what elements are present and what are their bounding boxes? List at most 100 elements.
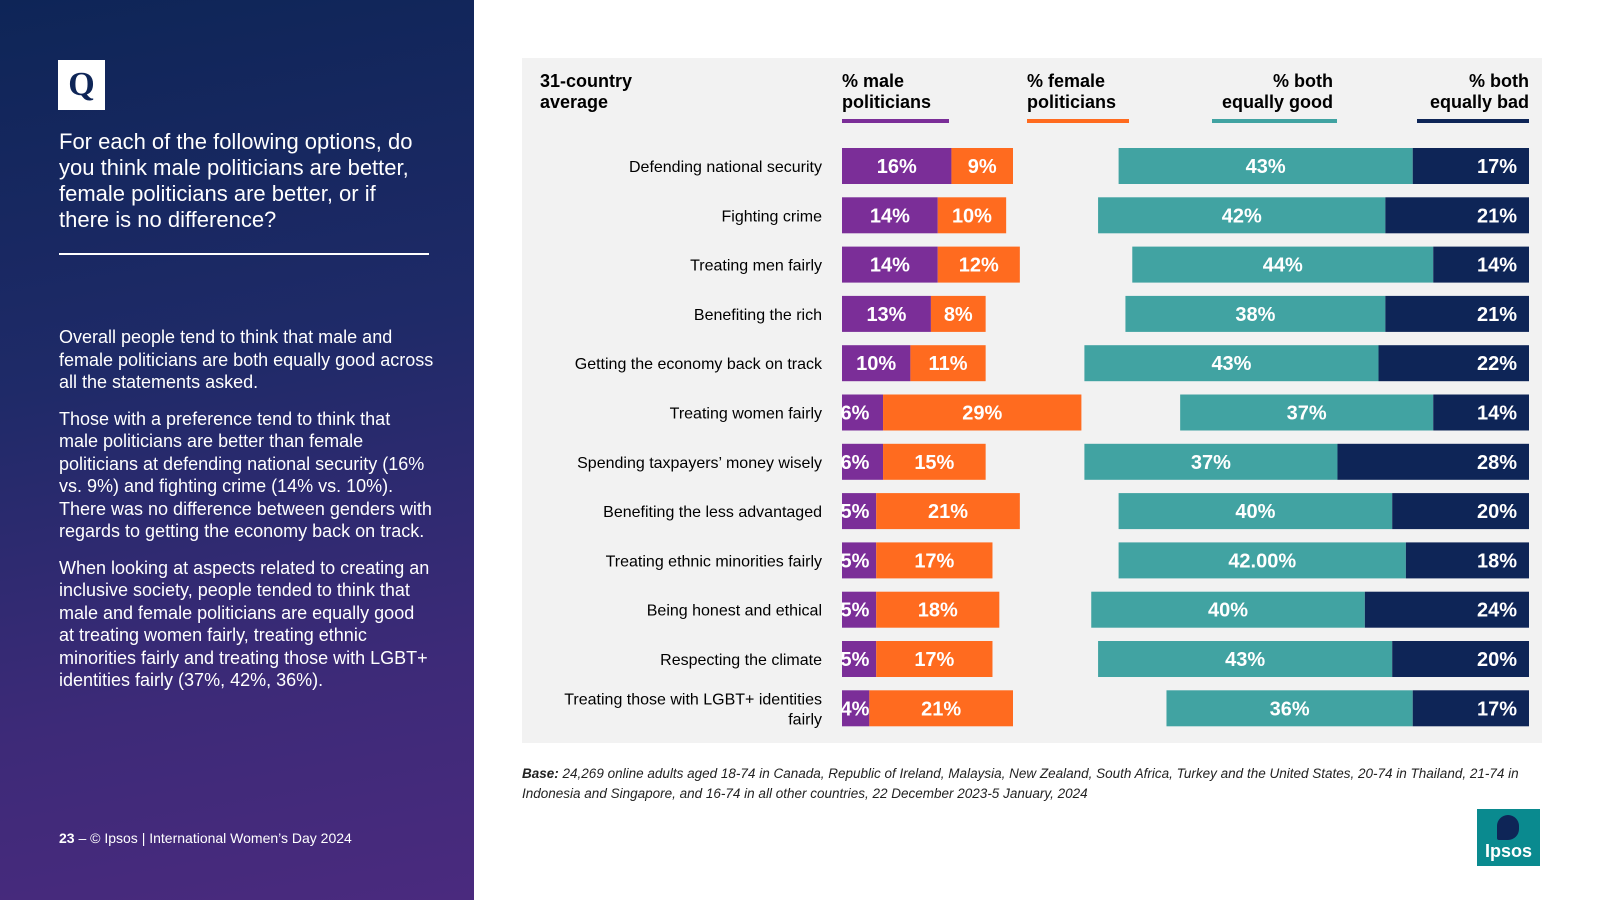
legend-label: politicians xyxy=(842,92,931,112)
logo-mark-icon xyxy=(1497,815,1519,840)
summary: Overall people tend to think that male a… xyxy=(59,326,434,706)
legend-swatch xyxy=(1417,119,1529,123)
bar-equally-bad xyxy=(1392,493,1529,530)
bar-equally-good xyxy=(1098,197,1386,234)
category-label: Spending taxpayers’ money wisely xyxy=(577,455,822,472)
data-label: 5% xyxy=(841,600,870,622)
data-label: 28% xyxy=(1477,452,1517,474)
legend-label: equally bad xyxy=(1430,92,1529,112)
bar-female xyxy=(876,493,1020,530)
category-label: Treating women fairly xyxy=(670,406,822,423)
bar-equally-good xyxy=(1132,246,1434,283)
bar-equally-bad xyxy=(1412,690,1529,727)
bar-female xyxy=(876,542,993,579)
divider xyxy=(59,253,429,255)
data-label: 22% xyxy=(1477,353,1517,375)
data-label: 43% xyxy=(1246,156,1286,178)
data-label: 29% xyxy=(962,403,1002,425)
data-label: 8% xyxy=(944,304,973,326)
chart-title: 31-country xyxy=(540,71,632,91)
bar-female xyxy=(883,443,986,480)
category-label: Treating those with LGBT+ identities xyxy=(564,691,822,708)
bar-equally-good xyxy=(1091,591,1365,628)
data-label: 43% xyxy=(1225,649,1265,671)
bar-male xyxy=(842,542,877,579)
data-label: 40% xyxy=(1208,600,1248,622)
bar-equally-bad xyxy=(1337,443,1529,480)
bar-female xyxy=(883,394,1082,431)
data-label: 18% xyxy=(1477,550,1517,572)
bar-female xyxy=(937,197,1007,234)
legend-label: % both xyxy=(1469,71,1529,91)
bar-equally-good xyxy=(1084,443,1338,480)
footer: 23 – © Ipsos | International Women’s Day… xyxy=(59,830,352,846)
data-label: 20% xyxy=(1477,501,1517,523)
bar-female xyxy=(937,246,1020,283)
data-label: 13% xyxy=(866,304,906,326)
bar-female xyxy=(876,641,993,677)
data-label: 14% xyxy=(870,205,910,227)
data-label: 36% xyxy=(1270,698,1310,720)
bar-equally-bad xyxy=(1385,197,1529,234)
data-label: 21% xyxy=(1477,304,1517,326)
bar-equally-good xyxy=(1118,493,1393,530)
chart-title: average xyxy=(540,92,608,112)
data-label: 37% xyxy=(1191,452,1231,474)
data-label: 16% xyxy=(877,156,917,178)
bar-equally-good xyxy=(1180,394,1434,431)
bar-female xyxy=(910,345,986,382)
base-text: 24,269 online adults aged 18-74 in Canad… xyxy=(522,766,1519,801)
data-label: 42% xyxy=(1222,205,1262,227)
bar-equally-good xyxy=(1098,641,1393,677)
data-label: 42.00% xyxy=(1228,550,1296,572)
data-label: 17% xyxy=(1477,156,1517,178)
data-label: 6% xyxy=(841,403,870,425)
data-label: 5% xyxy=(841,550,870,572)
bar-male xyxy=(842,591,877,628)
data-label: 18% xyxy=(918,600,958,622)
data-label: 21% xyxy=(921,698,961,720)
sidebar: Q For each of the following options, do … xyxy=(0,0,474,900)
logo-text: Ipsos xyxy=(1484,841,1532,861)
data-label: 37% xyxy=(1287,403,1327,425)
summary-paragraph: Those with a preference tend to think th… xyxy=(59,408,432,542)
category-label: Being honest and ethical xyxy=(647,603,822,620)
bar-equally-bad xyxy=(1378,345,1529,382)
data-label: 10% xyxy=(856,353,896,375)
data-label: 17% xyxy=(1477,698,1517,720)
category-label: Benefiting the rich xyxy=(694,307,822,324)
legend-label: % female xyxy=(1027,71,1105,91)
legend-label: % both xyxy=(1273,71,1333,91)
footer-text: – © Ipsos | International Women’s Day 20… xyxy=(78,830,352,846)
legend-swatch xyxy=(1027,119,1129,123)
page-number: 23 xyxy=(59,830,75,846)
data-label: 11% xyxy=(929,353,968,375)
legend-swatch xyxy=(842,119,949,123)
data-label: 15% xyxy=(914,452,954,474)
category-label: fairly xyxy=(788,711,822,728)
category-label: Treating ethnic minorities fairly xyxy=(606,553,822,570)
bar-equally-good xyxy=(1084,345,1379,382)
base-label: Base: xyxy=(522,766,559,781)
bar-male xyxy=(842,443,884,480)
data-label: 9% xyxy=(968,156,997,178)
bar-male xyxy=(842,148,952,184)
legend-label: politicians xyxy=(1027,92,1116,112)
data-label: 38% xyxy=(1235,304,1275,326)
bar-equally-bad xyxy=(1364,591,1529,628)
bar-female xyxy=(951,148,1013,184)
data-label: 14% xyxy=(1477,403,1517,425)
category-label: Fighting crime xyxy=(722,208,823,225)
category-label: Treating men fairly xyxy=(690,258,822,275)
data-label: 20% xyxy=(1477,649,1517,671)
summary-paragraph: Overall people tend to think that male a… xyxy=(59,327,434,392)
legend-swatch xyxy=(1212,119,1337,123)
question-badge: Q xyxy=(58,60,105,110)
bar-equally-good xyxy=(1125,295,1386,332)
legend-label: % male xyxy=(842,71,904,91)
bar-female xyxy=(876,591,1000,628)
bar-male xyxy=(842,295,931,332)
bar-male xyxy=(842,246,938,283)
data-label: 5% xyxy=(841,649,870,671)
base-note: Base: 24,269 online adults aged 18-74 in… xyxy=(522,764,1522,804)
